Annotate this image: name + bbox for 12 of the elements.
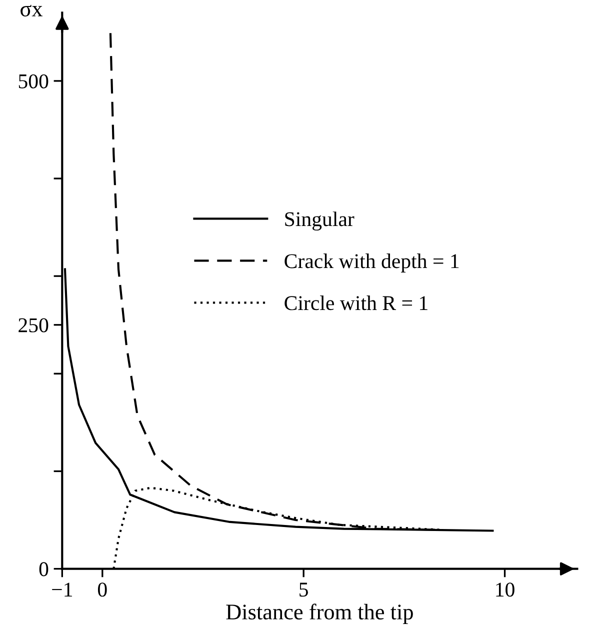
x-axis-title: Distance from the tip — [226, 604, 413, 624]
x-tick-label: 5 — [300, 582, 308, 597]
x-tick-label: 10 — [496, 582, 514, 597]
legend-label: Singular — [285, 212, 354, 231]
x-tick-label: −1 — [52, 582, 72, 596]
y-tick-label: 250 — [18, 318, 48, 332]
x-tick-label: 0 — [98, 582, 107, 597]
y-tick-label: 500 — [18, 74, 48, 88]
legend-label: Circle with R = 1 — [284, 295, 428, 310]
y-tick-label: 0 — [39, 562, 48, 576]
legend-label: Crack with depth = 1 — [284, 254, 459, 272]
y-axis-title: σx — [20, 4, 43, 16]
